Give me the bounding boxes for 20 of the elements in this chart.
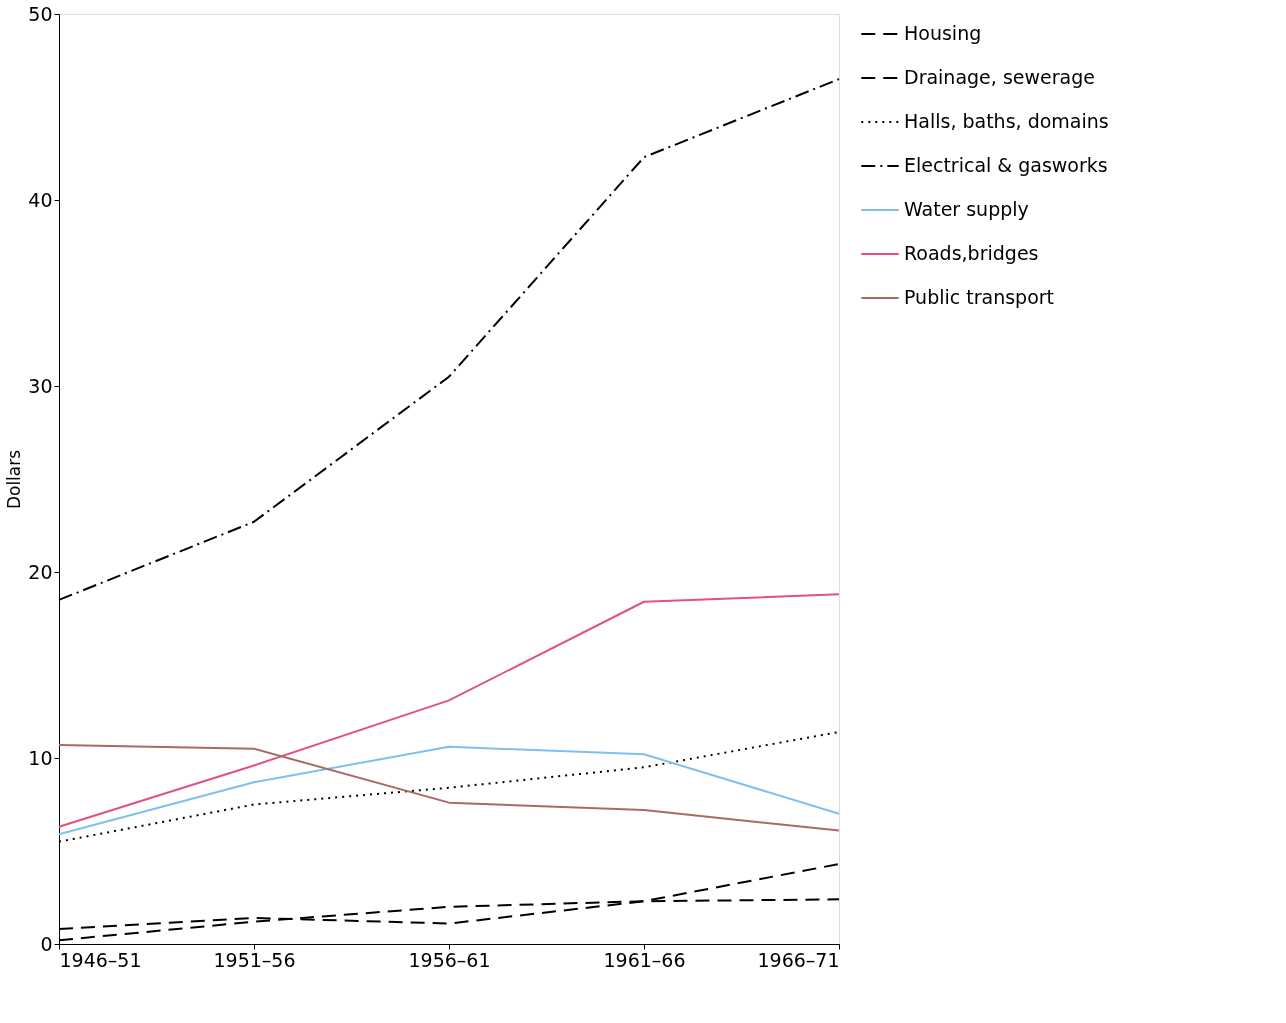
legend-label: Halls, baths, domains — [904, 110, 1109, 132]
legend-label: Roads,bridges — [904, 242, 1039, 264]
y-tick-label: 40 — [28, 188, 53, 211]
x-tick-label: 1956–61 — [408, 948, 491, 971]
legend-label: Housing — [904, 22, 982, 44]
y-axis-title: Dollars — [4, 449, 25, 510]
x-tick-label: 1946–51 — [59, 948, 142, 971]
legend-label: Water supply — [904, 198, 1029, 220]
x-tick-label: 1966–71 — [757, 948, 840, 971]
y-tick-label: 20 — [28, 560, 53, 583]
legend-label: Drainage, sewerage — [904, 66, 1095, 88]
y-tick-label: 0 — [40, 932, 53, 955]
x-tick-label: 1951–56 — [213, 948, 296, 971]
line-series — [58, 593, 840, 828]
y-tick-label: 50 — [28, 2, 53, 25]
y-tick-label: 30 — [28, 374, 53, 397]
legend-label: Electrical & gasworks — [904, 154, 1108, 176]
y-tick-label: 10 — [28, 746, 53, 769]
legend-label: Public transport — [904, 286, 1055, 308]
x-tick-label: 1961–66 — [603, 948, 686, 971]
